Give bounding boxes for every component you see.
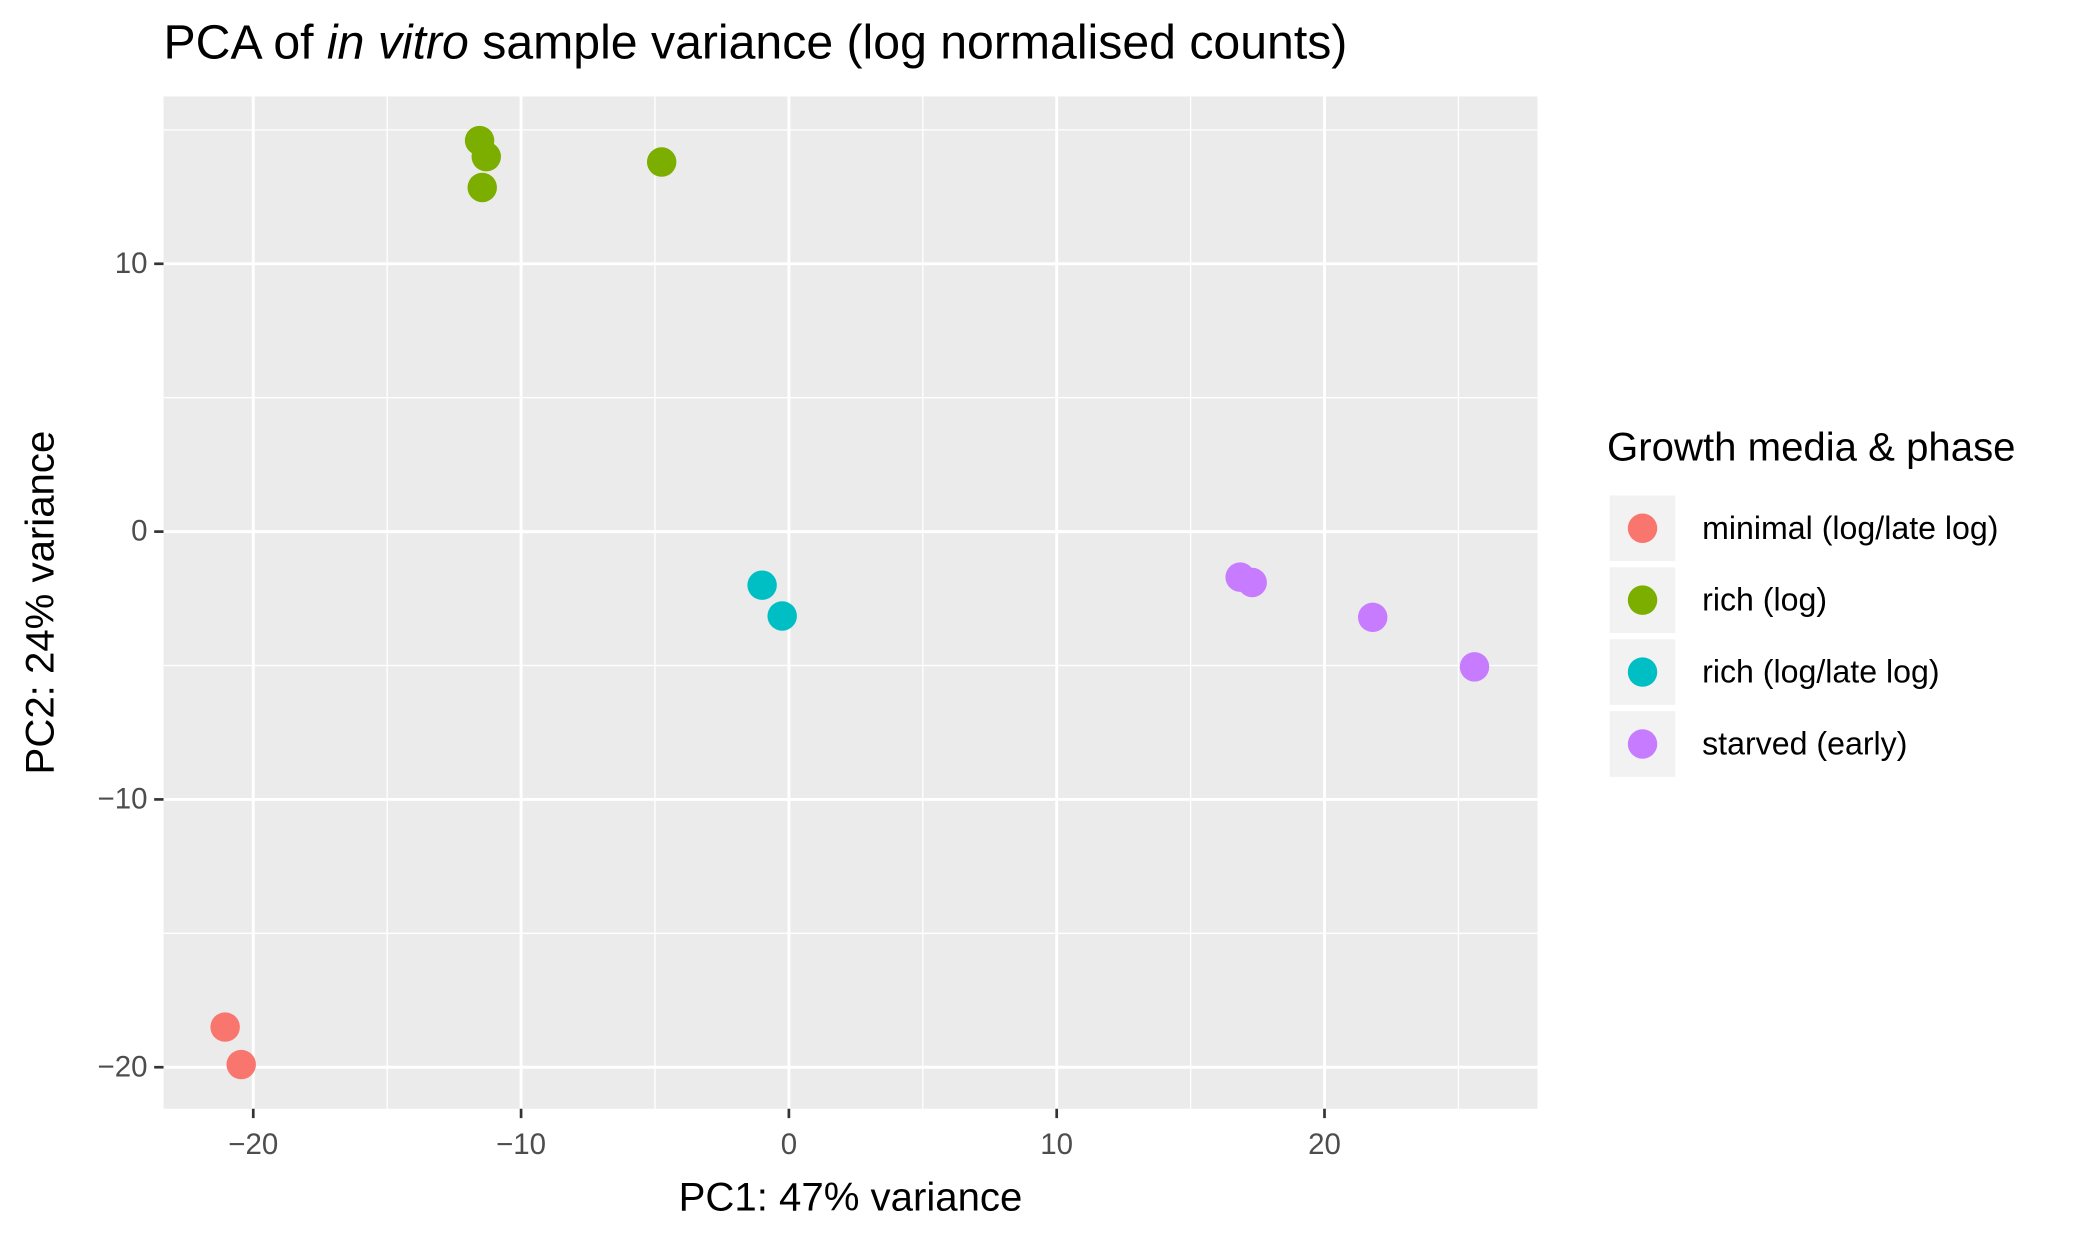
legend-label: minimal (log/late log) <box>1702 510 1998 546</box>
point <box>210 1012 240 1042</box>
point <box>467 172 497 203</box>
legend-marker <box>1627 657 1658 687</box>
legend-marker <box>1627 729 1658 759</box>
point <box>1357 602 1388 633</box>
legend-label: rich (log) <box>1702 582 1827 618</box>
legend-label: rich (log/late log) <box>1702 654 1939 690</box>
x-tick-label: 20 <box>1308 1128 1341 1161</box>
legend-label: starved (early) <box>1702 725 1907 761</box>
point <box>747 570 777 600</box>
legend-title: Growth media & phase <box>1607 425 2015 470</box>
y-tick-label: −10 <box>98 783 148 816</box>
point <box>767 601 797 631</box>
legend-marker <box>1627 585 1658 615</box>
point <box>471 141 501 172</box>
point <box>226 1049 256 1080</box>
x-tick-label: 0 <box>781 1128 797 1161</box>
title-part: in vitro <box>327 15 469 69</box>
plot-panel <box>163 96 1538 1109</box>
point <box>646 147 677 177</box>
title-part: PCA of <box>164 15 315 69</box>
point <box>1237 567 1267 598</box>
title-part: sample variance (log normalised counts) <box>482 15 1347 69</box>
point <box>1459 652 1490 682</box>
legend-marker <box>1627 513 1658 543</box>
y-axis-title: PC2: 24% variance <box>18 431 63 775</box>
y-tick-label: 10 <box>115 247 148 280</box>
y-tick-label: −20 <box>98 1050 148 1083</box>
chart-title: PCA of in vitro sample variance (log norma… <box>164 15 1348 69</box>
x-axis-title: PC1: 47% variance <box>679 1174 1023 1219</box>
x-tick-label: −20 <box>228 1128 278 1161</box>
x-tick-label: −10 <box>496 1128 546 1161</box>
y-tick-label: 0 <box>131 515 147 548</box>
x-tick-label: 10 <box>1040 1128 1073 1161</box>
